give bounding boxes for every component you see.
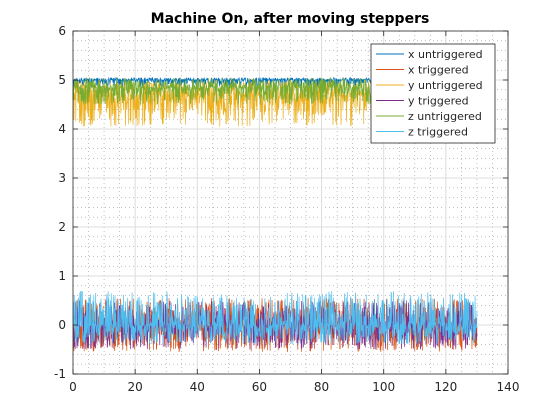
- x-tick-label: 120: [434, 380, 457, 394]
- legend-entry-label: z triggered: [408, 126, 468, 139]
- y-tick-label: 5: [58, 73, 66, 87]
- y-tick-label: 0: [58, 318, 66, 332]
- y-tick-label: 4: [58, 122, 66, 136]
- y-tick-label: -1: [54, 367, 66, 381]
- legend-entry-label: x triggered: [408, 64, 469, 77]
- y-tick-label: 6: [58, 24, 66, 38]
- axes-box: [72, 30, 509, 375]
- x-tick-label: 80: [314, 380, 329, 394]
- chart-legend: x untriggered x triggered y untriggered y t…: [370, 43, 496, 144]
- x-tick-label: 40: [190, 380, 205, 394]
- chart-title: Machine On, after moving steppers: [151, 11, 430, 27]
- x-tick-label: 60: [252, 380, 267, 394]
- legend-box: [370, 43, 496, 144]
- legend-entry-label: y untriggered: [408, 79, 483, 92]
- y-tick-label: 2: [58, 220, 66, 234]
- y-tick-label: 1: [58, 269, 66, 283]
- legend-entry-label: z untriggered: [408, 110, 482, 123]
- x-tick-label: 20: [128, 380, 143, 394]
- y-tick-label: 3: [58, 171, 66, 185]
- x-tick-label: 140: [497, 380, 520, 394]
- legend-entry-label: y triggered: [408, 95, 469, 108]
- x-tick-label: 0: [69, 380, 77, 394]
- x-tick-label: 100: [372, 380, 395, 394]
- series-line-z-triggered: [72, 291, 478, 345]
- legend-entry-label: x untriggered: [408, 48, 483, 61]
